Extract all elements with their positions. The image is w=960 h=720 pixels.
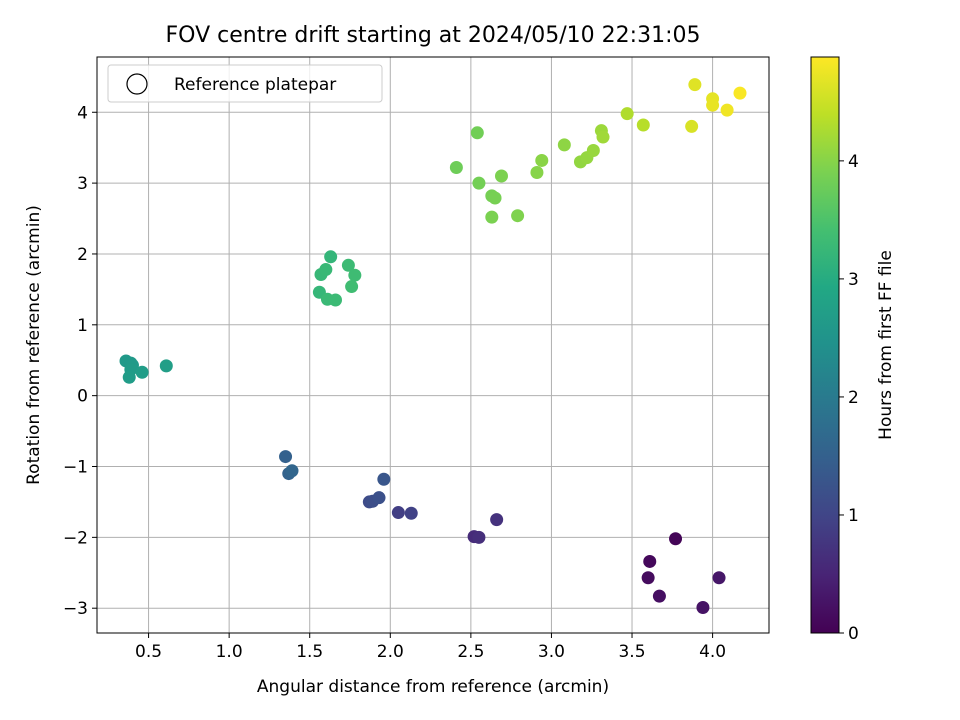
data-point xyxy=(345,280,359,294)
data-point xyxy=(135,365,149,379)
colorbar-ticks: 0 1 2 3 4 xyxy=(839,152,859,644)
colorbar-tick-label: 2 xyxy=(848,388,859,408)
colorbar-tick-label: 3 xyxy=(848,270,859,290)
data-point xyxy=(586,144,600,158)
x-tick-label: 3.0 xyxy=(538,642,565,662)
y-tick-label: 4 xyxy=(77,103,88,123)
data-point xyxy=(285,464,299,478)
data-point xyxy=(122,370,136,384)
legend-label-reference-platepar: Reference platepar xyxy=(174,75,336,95)
data-point xyxy=(643,554,657,568)
chart-title: FOV centre drift starting at 2024/05/10 … xyxy=(166,23,701,48)
data-point xyxy=(324,250,338,264)
colorbar: 0 1 2 3 4 Hours from first FF file xyxy=(810,56,896,644)
data-point xyxy=(652,589,666,603)
x-tick-label: 1.0 xyxy=(216,642,243,662)
colorbar-tick-label: 4 xyxy=(848,152,859,172)
data-points xyxy=(119,78,747,614)
colorbar-tick-label: 1 xyxy=(848,506,859,526)
x-tick-label: 0.5 xyxy=(135,642,162,662)
data-point xyxy=(485,210,499,224)
data-point xyxy=(733,86,747,100)
data-point xyxy=(341,258,355,272)
data-point xyxy=(530,165,544,179)
data-point xyxy=(596,130,610,144)
y-tick-label: 1 xyxy=(77,316,88,336)
grid-lines xyxy=(97,57,769,633)
y-tick-label: −1 xyxy=(63,458,88,478)
x-axis-label: Angular distance from reference (arcmin) xyxy=(257,677,609,697)
data-point xyxy=(696,600,710,614)
data-point xyxy=(535,153,549,167)
x-axis-ticks: 0.5 1.0 1.5 2.0 2.5 3.0 3.5 4.0 xyxy=(135,633,726,662)
data-point xyxy=(472,176,486,190)
data-point xyxy=(706,98,720,112)
data-point xyxy=(329,293,343,307)
colorbar-label: Hours from first FF file xyxy=(876,250,896,440)
data-point xyxy=(319,263,333,277)
data-point xyxy=(712,571,726,585)
x-tick-label: 2.5 xyxy=(457,642,484,662)
data-point xyxy=(641,571,655,585)
data-point xyxy=(720,103,734,117)
data-point xyxy=(669,532,683,546)
x-tick-label: 3.5 xyxy=(618,642,645,662)
y-axis-ticks: −3 −2 −1 0 1 2 3 4 xyxy=(63,103,97,619)
data-point xyxy=(688,78,702,92)
data-point xyxy=(511,209,525,223)
data-point xyxy=(391,506,405,520)
y-axis-label: Rotation from reference (arcmin) xyxy=(24,205,44,485)
data-point xyxy=(348,268,362,282)
data-point xyxy=(159,359,173,373)
y-tick-label: 0 xyxy=(77,387,88,407)
data-point xyxy=(490,513,504,527)
data-point xyxy=(404,506,418,520)
legend-marker-reference-platepar xyxy=(126,73,148,95)
y-tick-label: −3 xyxy=(63,599,88,619)
data-point xyxy=(279,450,293,464)
x-tick-label: 2.0 xyxy=(377,642,404,662)
legend: Reference platepar xyxy=(107,64,383,103)
data-point xyxy=(636,118,650,132)
legend-box xyxy=(107,64,383,103)
data-point xyxy=(620,107,634,121)
data-point xyxy=(494,169,508,183)
data-point xyxy=(372,491,386,505)
data-point xyxy=(449,161,463,175)
plot-frame xyxy=(96,56,770,634)
x-tick-label: 1.5 xyxy=(296,642,323,662)
data-point xyxy=(377,472,391,486)
data-point xyxy=(488,191,502,205)
data-point xyxy=(472,530,486,544)
y-tick-label: 3 xyxy=(77,174,88,194)
data-point xyxy=(470,126,484,140)
colorbar-tick-label: 0 xyxy=(848,624,859,644)
data-point xyxy=(685,119,699,133)
x-tick-label: 4.0 xyxy=(699,642,726,662)
colorbar-gradient xyxy=(810,56,840,634)
y-tick-label: 2 xyxy=(77,245,88,265)
y-tick-label: −2 xyxy=(63,528,88,548)
data-point xyxy=(557,138,571,152)
